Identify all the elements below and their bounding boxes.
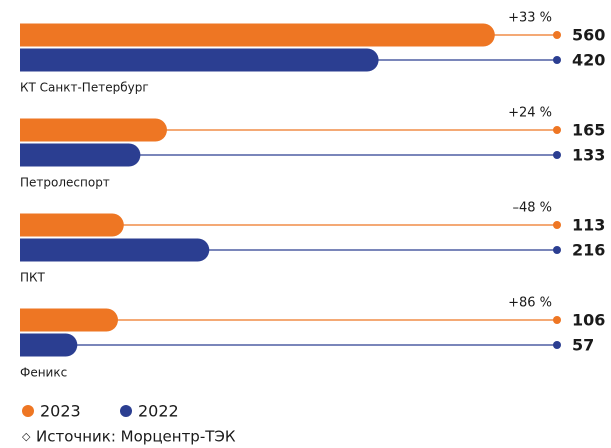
source-bullet: ◇ bbox=[22, 430, 31, 443]
legend-marker bbox=[22, 405, 34, 417]
leader-dot bbox=[553, 341, 561, 349]
leader-dot bbox=[553, 56, 561, 64]
bar bbox=[20, 48, 379, 72]
bar bbox=[20, 238, 210, 262]
category-label: Феникс bbox=[20, 366, 67, 380]
annotation: –48 % bbox=[512, 201, 552, 216]
legend-label: 2022 bbox=[138, 402, 179, 421]
value-label: 560 bbox=[572, 26, 605, 45]
bar bbox=[20, 143, 141, 167]
bar bbox=[20, 118, 167, 142]
annotation: +24 % bbox=[508, 106, 552, 121]
value-label: 420 bbox=[572, 51, 605, 70]
value-label: 133 bbox=[572, 146, 605, 165]
value-label: 113 bbox=[572, 216, 605, 235]
leader-dot bbox=[553, 316, 561, 324]
bar bbox=[20, 333, 78, 357]
value-label: 165 bbox=[572, 121, 605, 140]
bar bbox=[20, 308, 118, 332]
value-label: 106 bbox=[572, 311, 605, 330]
value-label: 57 bbox=[572, 336, 594, 355]
annotation: +86 % bbox=[508, 296, 552, 311]
bar bbox=[20, 23, 495, 47]
leader-dot bbox=[553, 221, 561, 229]
leader-dot bbox=[553, 151, 561, 159]
category-label: КТ Санкт-Петербург bbox=[20, 81, 149, 95]
leader-dot bbox=[553, 31, 561, 39]
legend-marker bbox=[120, 405, 132, 417]
category-label: ПКТ bbox=[20, 271, 46, 285]
source: Источник: Морцентр-ТЭК bbox=[36, 428, 236, 446]
leader-dot bbox=[553, 126, 561, 134]
bar bbox=[20, 213, 124, 237]
annotation: +33 % bbox=[508, 11, 552, 26]
leader-dot bbox=[553, 246, 561, 254]
legend-label: 2023 bbox=[40, 402, 81, 421]
value-label: 216 bbox=[572, 241, 605, 260]
category-label: Петролеспорт bbox=[20, 176, 110, 190]
